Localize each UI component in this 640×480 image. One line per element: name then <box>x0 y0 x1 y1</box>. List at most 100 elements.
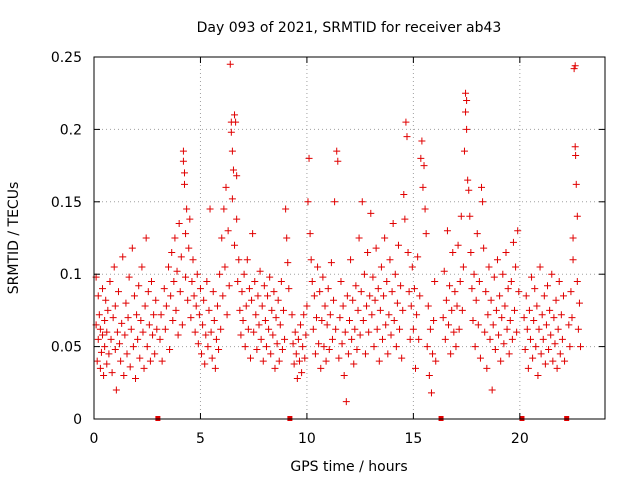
data-point <box>186 215 194 223</box>
data-point <box>278 345 286 353</box>
data-point <box>460 147 468 155</box>
data-point <box>361 350 369 358</box>
data-point <box>366 292 374 300</box>
data-point <box>556 350 564 358</box>
chart-title: Day 093 of 2021, SRMTID for receiver ab4… <box>197 20 502 36</box>
data-point <box>179 147 187 155</box>
data-point <box>192 302 200 310</box>
data-point <box>326 311 334 319</box>
data-point <box>348 335 356 343</box>
data-point <box>232 118 240 126</box>
data-point <box>464 176 472 184</box>
data-point <box>463 96 471 104</box>
data-point <box>363 302 371 310</box>
data-point <box>569 234 577 242</box>
data-point <box>454 241 462 249</box>
data-point <box>128 244 136 252</box>
data-point <box>308 277 316 285</box>
data-point <box>468 285 476 293</box>
data-point <box>354 306 362 314</box>
data-point <box>258 302 266 310</box>
data-point <box>199 321 207 329</box>
data-point <box>95 311 103 319</box>
data-point <box>134 335 142 343</box>
data-point <box>396 325 404 333</box>
data-point <box>99 331 107 339</box>
data-point <box>449 248 457 256</box>
data-point <box>441 335 449 343</box>
data-point <box>387 331 395 339</box>
data-point <box>462 89 470 97</box>
data-point <box>94 292 102 300</box>
data-point <box>370 343 378 351</box>
data-point <box>358 198 366 206</box>
data-point <box>350 360 358 368</box>
data-point <box>521 345 529 353</box>
data-point <box>319 273 327 281</box>
data-point <box>423 343 431 351</box>
data-point <box>294 335 302 343</box>
data-point <box>111 345 119 353</box>
data-point <box>451 288 459 296</box>
data-point <box>220 205 228 213</box>
data-point <box>532 343 540 351</box>
data-point <box>400 191 408 199</box>
data-point <box>96 325 104 333</box>
data-point <box>187 314 195 322</box>
data-point <box>188 277 196 285</box>
data-point <box>328 335 336 343</box>
data-point <box>512 263 520 271</box>
data-point <box>130 292 138 300</box>
data-point <box>257 335 265 343</box>
data-point <box>211 364 219 372</box>
data-point <box>346 317 353 325</box>
data-point <box>490 273 498 281</box>
data-point <box>253 345 261 353</box>
data-point <box>241 343 249 351</box>
data-point <box>299 343 307 351</box>
data-point <box>111 302 119 310</box>
data-point <box>107 335 115 343</box>
data-point <box>402 118 410 126</box>
data-point <box>368 311 376 319</box>
data-point <box>332 325 340 333</box>
data-point <box>269 331 277 339</box>
data-point <box>364 248 372 256</box>
data-point <box>310 292 318 300</box>
data-point <box>143 343 151 351</box>
data-point <box>459 263 467 271</box>
data-point <box>224 227 232 235</box>
data-point <box>141 302 149 310</box>
y-tick-label: 0.15 <box>51 195 82 211</box>
data-point <box>113 328 121 336</box>
data-point <box>273 340 281 348</box>
data-point <box>367 209 375 217</box>
data-point <box>424 302 432 310</box>
data-point <box>190 292 198 300</box>
data-point <box>251 277 259 285</box>
data-point <box>484 311 492 319</box>
data-point <box>446 282 454 290</box>
data-point <box>298 369 306 377</box>
data-point <box>401 215 409 223</box>
data-point <box>542 321 550 329</box>
data-point <box>125 273 133 281</box>
data-point <box>548 270 556 278</box>
data-point <box>150 311 158 319</box>
data-point <box>144 288 152 296</box>
data-point <box>536 263 544 271</box>
data-point <box>196 285 204 293</box>
data-point <box>462 108 470 116</box>
data-point <box>507 277 515 285</box>
data-point <box>129 343 137 351</box>
data-point <box>259 357 267 365</box>
data-point <box>96 364 104 372</box>
data-point <box>116 340 124 348</box>
data-point <box>558 335 566 343</box>
data-point <box>208 354 216 362</box>
data-point <box>314 263 322 271</box>
data-point <box>498 314 506 322</box>
data-point <box>245 285 253 293</box>
data-point <box>284 259 292 267</box>
data-point <box>415 335 423 343</box>
